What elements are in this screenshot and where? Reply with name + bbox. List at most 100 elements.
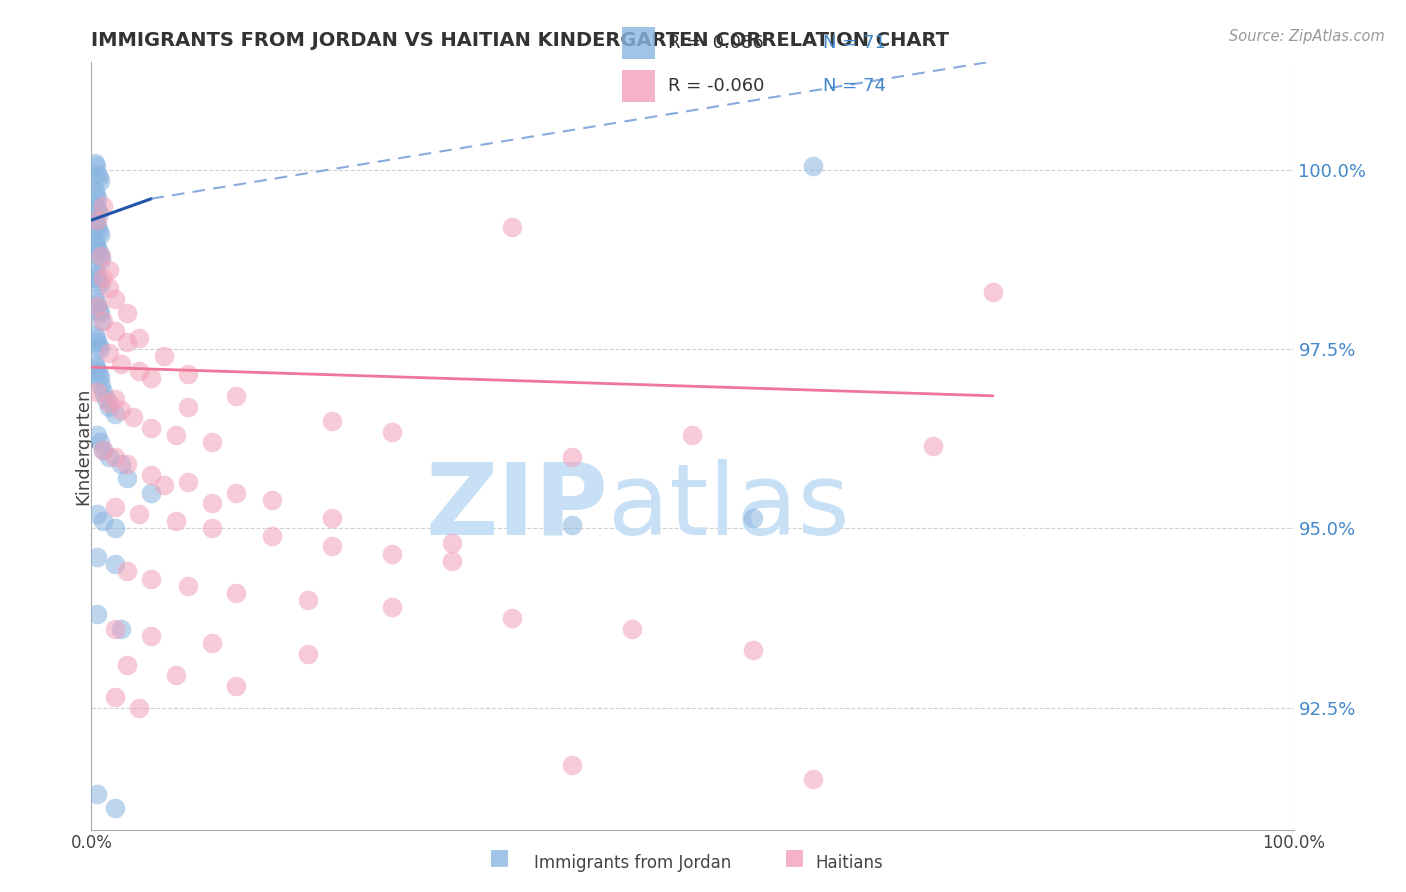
Point <box>86 202 108 217</box>
Point <box>117 457 139 471</box>
Text: Immigrants from Jordan: Immigrants from Jordan <box>534 855 731 872</box>
Point <box>922 439 945 453</box>
Point <box>93 313 115 327</box>
Point <box>86 242 108 256</box>
Point <box>117 471 139 485</box>
Point <box>93 442 115 457</box>
Point <box>87 245 110 260</box>
Point <box>141 421 163 435</box>
Point <box>86 299 108 313</box>
Y-axis label: Kindergarten: Kindergarten <box>75 387 91 505</box>
Point <box>84 263 107 277</box>
Point <box>176 579 198 593</box>
Point <box>110 357 132 371</box>
Text: atlas: atlas <box>609 458 851 556</box>
Point <box>104 407 127 421</box>
Point <box>84 199 107 213</box>
Point <box>128 507 150 521</box>
Point <box>104 801 127 815</box>
Point <box>801 160 824 174</box>
Point <box>141 371 163 385</box>
Point <box>90 249 112 263</box>
Point <box>176 368 198 382</box>
Point <box>84 235 107 249</box>
Point <box>90 252 112 267</box>
Point <box>200 521 222 535</box>
Point <box>86 607 108 622</box>
FancyBboxPatch shape <box>621 70 655 103</box>
Point <box>561 517 583 532</box>
Point <box>165 428 187 442</box>
Point <box>225 389 247 403</box>
Point <box>98 400 121 414</box>
Point <box>225 586 247 600</box>
Point <box>86 167 108 181</box>
Point <box>89 227 111 242</box>
Point <box>86 299 108 313</box>
Point <box>89 277 111 292</box>
Point <box>84 160 107 174</box>
Point <box>84 357 107 371</box>
Point <box>93 270 115 285</box>
Point <box>93 514 115 528</box>
Text: ■: ■ <box>489 847 509 867</box>
Point <box>561 758 583 772</box>
Point <box>981 285 1004 299</box>
Point <box>122 410 145 425</box>
Point <box>86 192 108 206</box>
Point <box>440 536 463 550</box>
Point <box>801 772 824 787</box>
Point <box>141 485 163 500</box>
Point <box>128 331 150 345</box>
Point <box>117 565 139 579</box>
Point <box>84 238 107 252</box>
Point <box>84 295 107 310</box>
Point <box>561 450 583 464</box>
Point <box>104 521 127 535</box>
Point <box>128 364 150 378</box>
Point <box>200 636 222 650</box>
Point <box>152 478 174 492</box>
Point <box>104 690 127 704</box>
Point <box>297 647 319 661</box>
Point <box>104 500 127 514</box>
Point <box>98 396 121 410</box>
Point <box>165 668 187 682</box>
Point <box>98 346 121 360</box>
Point <box>87 368 110 382</box>
Point <box>501 611 523 625</box>
Point <box>117 657 139 672</box>
Text: ■: ■ <box>785 847 804 867</box>
Point <box>86 550 108 565</box>
Point <box>321 540 343 554</box>
Point <box>621 622 644 636</box>
Point <box>110 457 132 471</box>
Point <box>84 188 107 202</box>
Text: Source: ZipAtlas.com: Source: ZipAtlas.com <box>1229 29 1385 44</box>
Point <box>681 428 703 442</box>
Point <box>84 360 107 375</box>
Point <box>86 213 108 227</box>
Point <box>381 600 404 615</box>
Point <box>104 392 127 407</box>
Point <box>110 403 132 417</box>
Point <box>741 510 763 524</box>
Point <box>93 199 115 213</box>
Point <box>89 174 111 188</box>
Point <box>86 270 108 285</box>
Point <box>104 450 127 464</box>
Point <box>128 700 150 714</box>
Point <box>176 400 198 414</box>
Point <box>104 324 127 338</box>
Point <box>87 338 110 352</box>
Point <box>110 622 132 636</box>
Point <box>501 220 523 235</box>
Point <box>86 334 108 349</box>
Point <box>87 206 110 220</box>
Text: IMMIGRANTS FROM JORDAN VS HAITIAN KINDERGARTEN CORRELATION CHART: IMMIGRANTS FROM JORDAN VS HAITIAN KINDER… <box>91 31 949 50</box>
FancyBboxPatch shape <box>621 28 655 59</box>
Point <box>98 450 121 464</box>
Point <box>93 385 115 400</box>
Point <box>381 547 404 561</box>
Point <box>297 593 319 607</box>
